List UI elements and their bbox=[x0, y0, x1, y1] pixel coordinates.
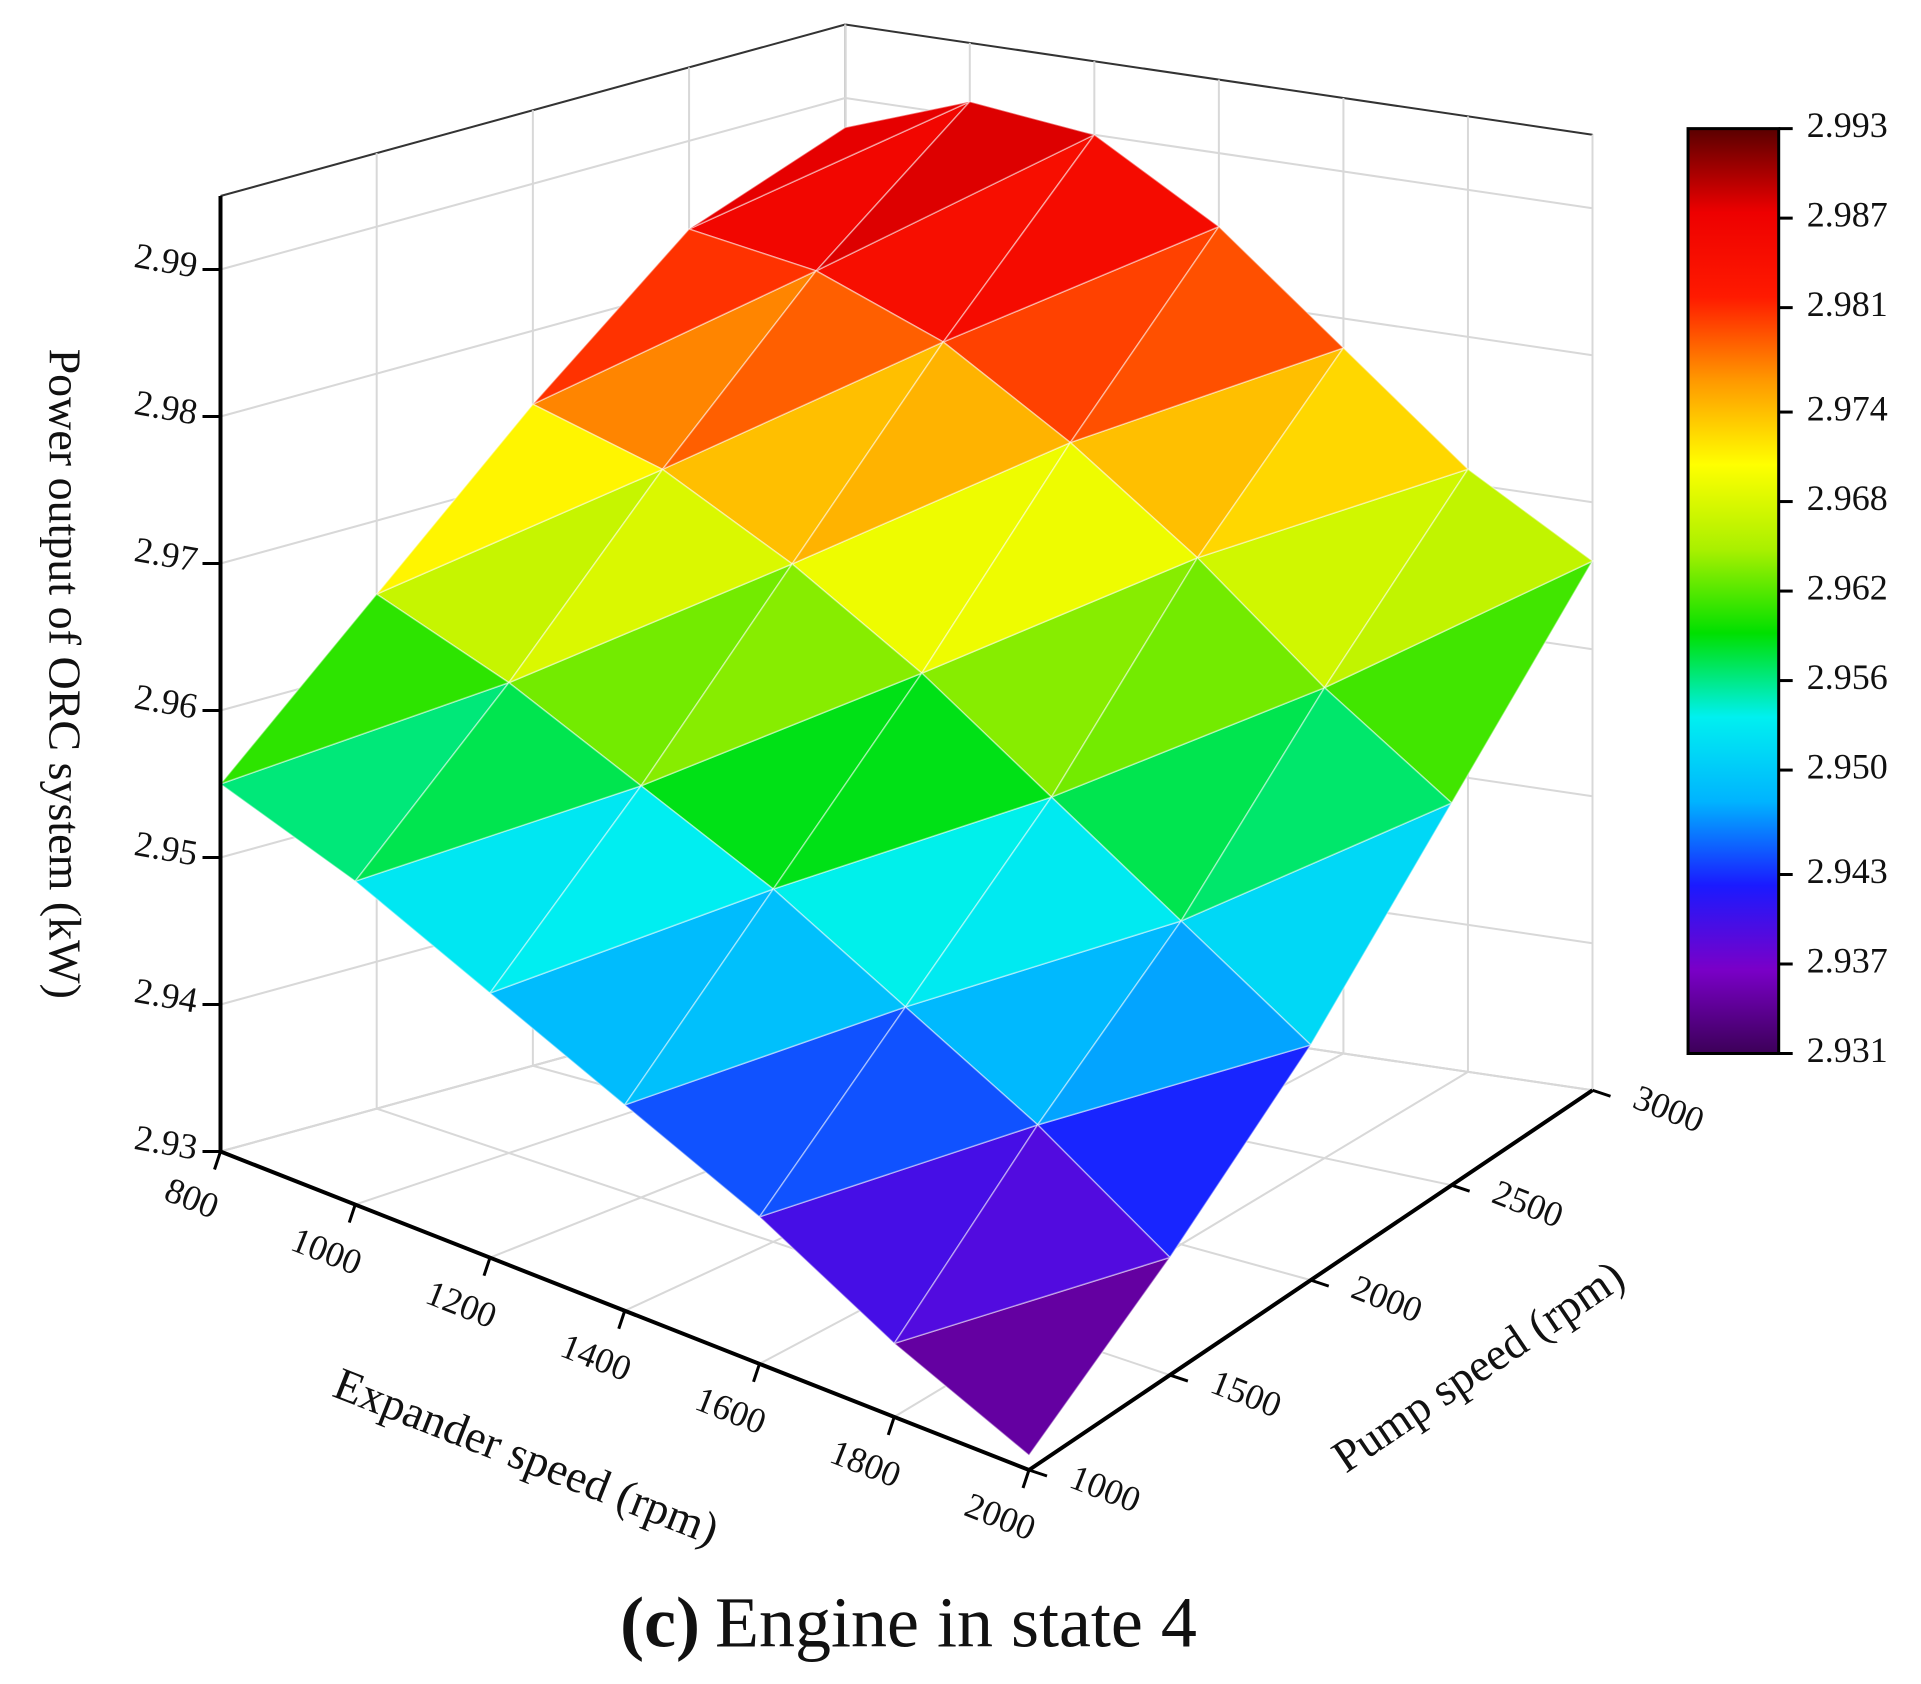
x-tick bbox=[347, 1204, 357, 1224]
z-tick-label: 2.99 bbox=[132, 235, 201, 285]
surface-facet bbox=[1068, 225, 1345, 444]
surface-facet bbox=[757, 1005, 1040, 1219]
x-tick bbox=[617, 1310, 627, 1330]
colorbar-tick-label: 2.993 bbox=[1807, 105, 1888, 145]
colorbar-tick-label: 2.943 bbox=[1807, 851, 1888, 891]
x-tick-label: 1600 bbox=[690, 1379, 772, 1443]
z-tick-label: 2.93 bbox=[132, 1117, 201, 1167]
colorbar-tick-label: 2.937 bbox=[1807, 940, 1888, 980]
surface-facet bbox=[353, 681, 643, 883]
z-tick-label: 2.96 bbox=[132, 676, 201, 726]
surface-facet bbox=[941, 133, 1221, 344]
y-tick bbox=[1169, 1373, 1189, 1383]
surface-facet bbox=[639, 562, 924, 788]
surface-facet bbox=[622, 887, 907, 1107]
surface-facet bbox=[919, 441, 1199, 675]
colorbar-tick-label: 2.931 bbox=[1807, 1030, 1888, 1070]
x-tick-label: 2000 bbox=[960, 1485, 1042, 1549]
y-tick-label: 1000 bbox=[1065, 1457, 1147, 1521]
surface-facet bbox=[892, 1123, 1172, 1345]
colorbar-tick-label: 2.981 bbox=[1807, 284, 1888, 324]
surface-facet bbox=[771, 671, 1053, 891]
caption: Engine in state 4 bbox=[715, 1583, 1197, 1663]
x-tick bbox=[482, 1257, 492, 1277]
x-tick bbox=[1021, 1469, 1031, 1489]
y-tick bbox=[1028, 1468, 1048, 1478]
colorbar-tick-label: 2.962 bbox=[1807, 567, 1888, 607]
y-tick-label: 3000 bbox=[1628, 1077, 1710, 1141]
surface bbox=[218, 100, 1595, 1457]
y-tick bbox=[1310, 1278, 1330, 1288]
x-tick-label: 1800 bbox=[825, 1432, 907, 1496]
surface-facet bbox=[661, 269, 945, 471]
colorbar bbox=[1686, 127, 1781, 1055]
y-tick bbox=[1451, 1183, 1471, 1193]
x-axis-label: Expander speed (rpm) bbox=[327, 1358, 726, 1555]
z-axis-label: Power output of ORC system (kW) bbox=[39, 349, 90, 999]
surface-facet bbox=[688, 100, 971, 230]
surface-facet bbox=[1179, 686, 1453, 923]
colorbar-tick-label: 2.974 bbox=[1807, 388, 1888, 428]
y-tick-label: 1500 bbox=[1205, 1362, 1287, 1426]
x-tick-label: 1200 bbox=[421, 1272, 503, 1336]
z-tick-label: 2.95 bbox=[132, 823, 201, 873]
surface-facet bbox=[376, 403, 665, 595]
y-tick-label: 2000 bbox=[1346, 1267, 1428, 1331]
surface-facet bbox=[1322, 468, 1594, 690]
z-tick-label: 2.98 bbox=[132, 382, 201, 432]
surface-facet bbox=[506, 468, 794, 685]
colorbar-tick-label: 2.987 bbox=[1807, 194, 1888, 234]
surface-facet bbox=[1195, 346, 1470, 560]
x-tick-label: 800 bbox=[159, 1170, 224, 1227]
x-tick bbox=[213, 1151, 222, 1170]
surface-facet bbox=[1035, 919, 1313, 1127]
x-tick bbox=[752, 1363, 761, 1383]
surface-facet bbox=[790, 340, 1072, 566]
x-tick bbox=[886, 1416, 896, 1436]
x-tick-label: 1400 bbox=[555, 1325, 637, 1389]
surface-facet bbox=[1049, 556, 1326, 799]
colorbar-tick-label: 2.968 bbox=[1807, 478, 1888, 518]
surface-facet bbox=[903, 795, 1183, 1009]
x-tick-label: 1000 bbox=[286, 1219, 368, 1283]
caption-label: (c) bbox=[620, 1583, 700, 1663]
z-tick-label: 2.94 bbox=[132, 970, 201, 1020]
colorbar-tick-label: 2.950 bbox=[1807, 746, 1888, 786]
surface-facet bbox=[815, 100, 1097, 272]
y-tick bbox=[1592, 1088, 1611, 1098]
surface-facet bbox=[532, 228, 819, 405]
y-tick-label: 2500 bbox=[1487, 1172, 1569, 1236]
z-tick-label: 2.97 bbox=[132, 529, 201, 579]
surface-facet bbox=[487, 784, 775, 995]
colorbar-tick-label: 2.956 bbox=[1807, 657, 1888, 697]
surface-facet bbox=[218, 593, 511, 786]
